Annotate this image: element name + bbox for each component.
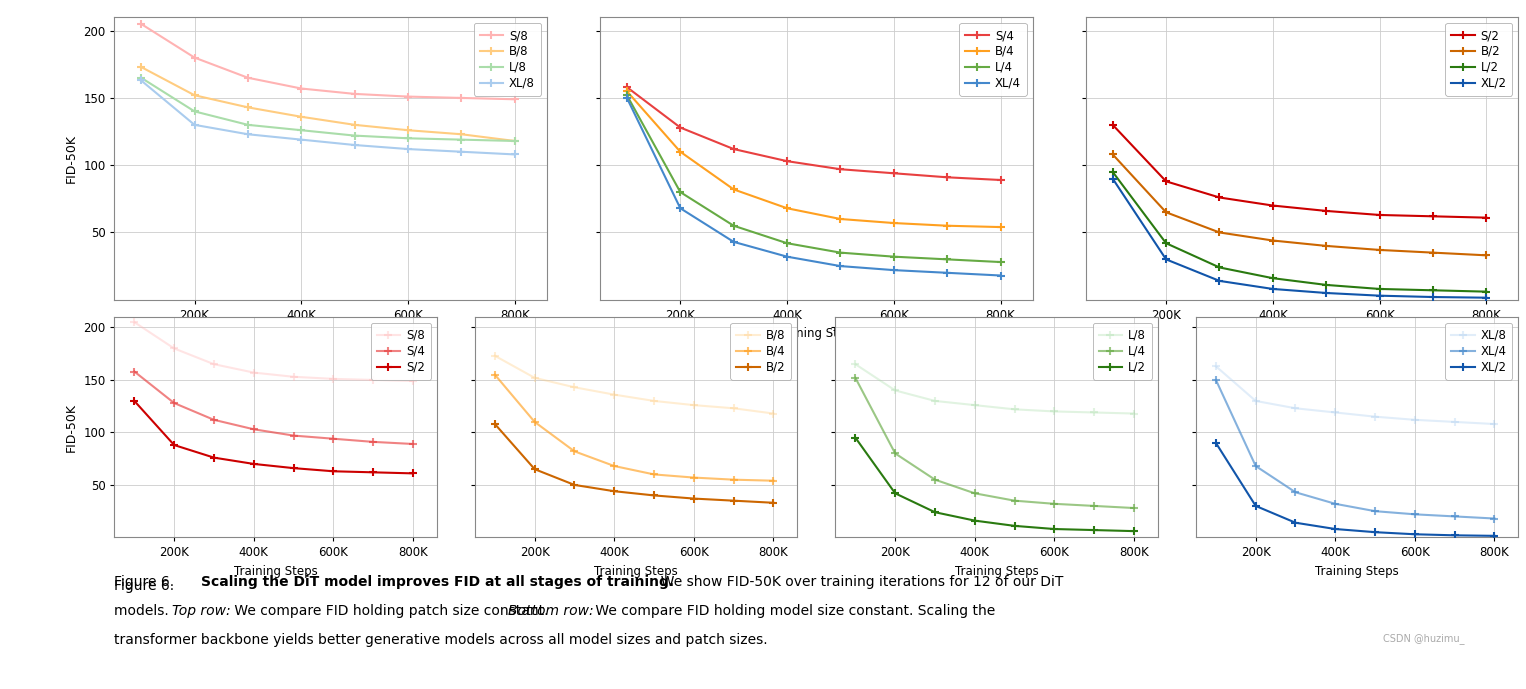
Text: We show FID-50K over training iterations for 12 of our DiT: We show FID-50K over training iterations… [652, 575, 1064, 589]
Legend: S/4, B/4, L/4, XL/4: S/4, B/4, L/4, XL/4 [960, 23, 1027, 96]
X-axis label: Training Steps: Training Steps [775, 327, 858, 340]
X-axis label: Training Steps: Training Steps [1315, 565, 1399, 578]
Text: Bottom row:: Bottom row: [508, 604, 594, 618]
Text: Top row:: Top row: [172, 604, 230, 618]
Y-axis label: FID-50K: FID-50K [64, 134, 78, 183]
X-axis label: Training Steps: Training Steps [1260, 327, 1344, 340]
Text: Figure 6.: Figure 6. [114, 575, 183, 589]
Legend: B/8, B/4, B/2: B/8, B/4, B/2 [731, 323, 792, 380]
Y-axis label: FID-50K: FID-50K [64, 402, 78, 452]
Text: We compare FID holding patch size constant.: We compare FID holding patch size consta… [230, 604, 554, 618]
X-axis label: Training Steps: Training Steps [955, 565, 1039, 578]
Legend: XL/8, XL/4, XL/2: XL/8, XL/4, XL/2 [1445, 323, 1512, 380]
Legend: S/8, B/8, L/8, XL/8: S/8, B/8, L/8, XL/8 [473, 23, 540, 96]
Text: transformer backbone yields better generative models across all model sizes and : transformer backbone yields better gener… [114, 633, 768, 647]
Text: models.: models. [114, 604, 174, 618]
Text: We compare FID holding model size constant. Scaling the: We compare FID holding model size consta… [591, 604, 995, 618]
Legend: S/2, B/2, L/2, XL/2: S/2, B/2, L/2, XL/2 [1445, 23, 1512, 96]
X-axis label: Training Steps: Training Steps [233, 565, 317, 578]
Text: CSDN @huzimu_: CSDN @huzimu_ [1384, 633, 1465, 644]
X-axis label: Training Steps: Training Steps [594, 565, 678, 578]
Legend: L/8, L/4, L/2: L/8, L/4, L/2 [1093, 323, 1152, 380]
X-axis label: Training Steps: Training Steps [288, 327, 372, 340]
Text: Figure 6.: Figure 6. [114, 579, 183, 593]
Legend: S/8, S/4, S/2: S/8, S/4, S/2 [371, 323, 430, 380]
Text: Scaling the DiT model improves FID at all stages of training.: Scaling the DiT model improves FID at al… [201, 575, 674, 589]
